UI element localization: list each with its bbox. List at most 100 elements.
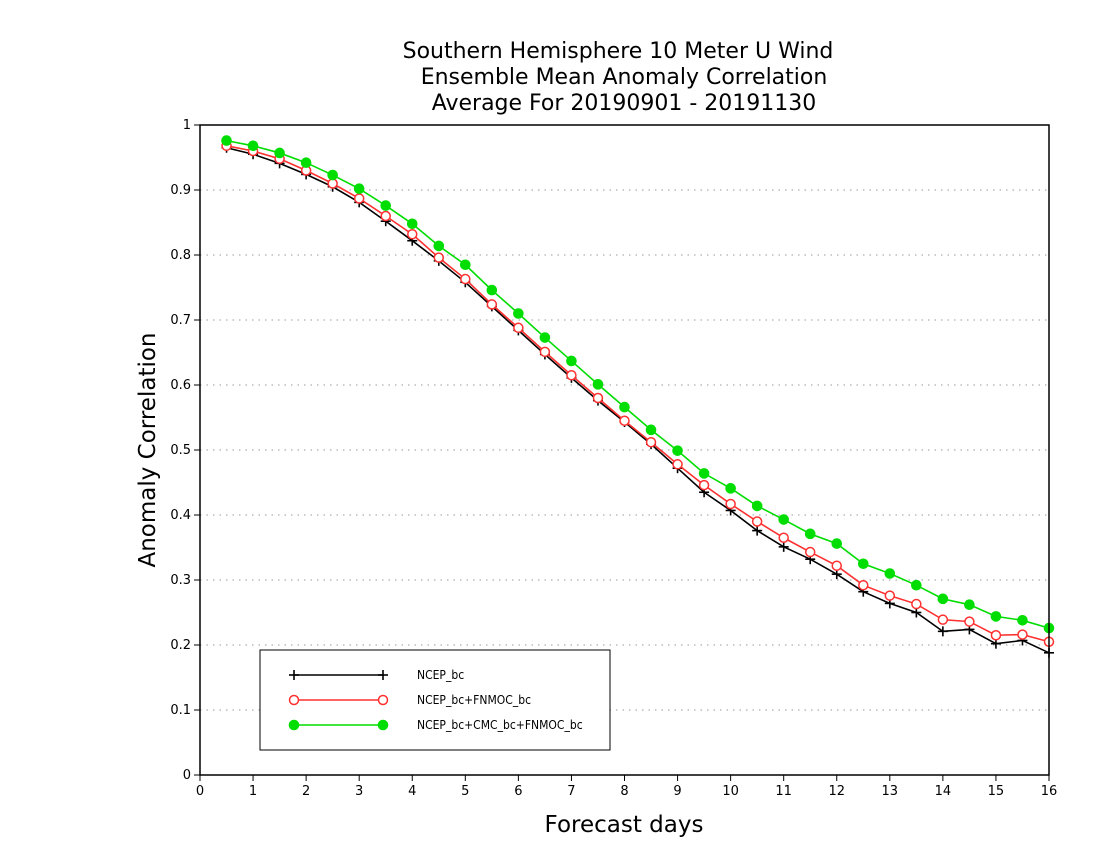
data-point bbox=[884, 590, 896, 601]
data-point bbox=[433, 240, 445, 252]
data-point bbox=[353, 193, 365, 204]
data-point bbox=[778, 532, 789, 543]
x-axis-label: Forecast days bbox=[545, 812, 704, 838]
data-point bbox=[460, 259, 471, 271]
data-point bbox=[380, 200, 392, 211]
y-axis-label: Anomaly Correlation bbox=[135, 332, 161, 567]
data-point bbox=[566, 355, 577, 367]
series-1 bbox=[221, 142, 1054, 658]
chart-title: Southern Hemisphere 10 Meter U Wind Ense… bbox=[403, 39, 834, 116]
data-point bbox=[592, 379, 604, 390]
data-point bbox=[752, 525, 763, 536]
series-layer bbox=[221, 135, 1055, 658]
data-point bbox=[247, 140, 259, 152]
x-tick-label: 10 bbox=[722, 784, 739, 799]
data-point bbox=[990, 630, 1002, 641]
data-point bbox=[327, 169, 338, 181]
y-tick-label: 0 bbox=[183, 768, 191, 783]
legend-entry-1: NCEP_bc bbox=[289, 668, 464, 682]
data-point bbox=[539, 346, 551, 358]
legend-marker bbox=[377, 694, 389, 706]
data-point bbox=[804, 528, 816, 540]
y-tick-label: 0.6 bbox=[170, 378, 191, 393]
legend-marker bbox=[288, 719, 300, 731]
data-point bbox=[353, 183, 365, 194]
data-point bbox=[566, 370, 577, 381]
x-tick-label: 16 bbox=[1041, 784, 1058, 799]
series-line bbox=[226, 145, 1050, 643]
data-point bbox=[592, 392, 604, 404]
x-tick-label: 7 bbox=[567, 784, 575, 799]
data-point bbox=[778, 514, 789, 525]
data-point bbox=[990, 611, 1002, 622]
data-point bbox=[486, 299, 498, 310]
data-point bbox=[1017, 615, 1028, 626]
data-point bbox=[513, 308, 524, 319]
legend-label: NCEP_bc bbox=[417, 668, 464, 682]
data-point bbox=[725, 498, 736, 510]
data-point bbox=[619, 415, 630, 426]
x-tick-label: 13 bbox=[882, 784, 899, 799]
legend-label: NCEP_bc+FNMOC_bc bbox=[417, 693, 531, 707]
x-tick-label: 15 bbox=[988, 784, 1005, 799]
y-tick-label: 0.8 bbox=[170, 248, 191, 263]
x-tick-label: 12 bbox=[828, 784, 845, 799]
data-point bbox=[858, 579, 869, 591]
data-point bbox=[406, 218, 418, 230]
data-point bbox=[831, 560, 842, 571]
x-tick-label: 5 bbox=[461, 784, 469, 799]
data-point bbox=[221, 135, 232, 146]
legend-entry-3: NCEP_bc+CMC_bc+FNMOC_bc bbox=[288, 718, 583, 732]
data-point bbox=[300, 157, 312, 168]
y-tick-label: 1 bbox=[183, 118, 191, 133]
x-tick-label: 14 bbox=[935, 784, 952, 799]
x-tick-label: 8 bbox=[620, 784, 628, 799]
legend-marker bbox=[377, 719, 389, 731]
x-axis: 0 1 2 3 4 5 6 7 8 9 10 11 12 13 14 15 16 bbox=[196, 775, 1057, 799]
data-point bbox=[964, 599, 975, 611]
series-line bbox=[226, 146, 1050, 654]
legend-marker bbox=[378, 670, 388, 680]
chart-title-line-3: Average For 20190901 - 20191130 bbox=[432, 91, 817, 116]
data-point bbox=[513, 322, 524, 334]
data-point bbox=[645, 436, 657, 448]
data-point bbox=[884, 568, 896, 579]
y-tick-label: 0.7 bbox=[170, 313, 191, 328]
legend: NCEP_bc NCEP_bc+FNMOC_bc NCEP_bc+CMC_bc+FN… bbox=[259, 649, 611, 751]
data-point bbox=[1017, 629, 1028, 640]
x-tick-label: 6 bbox=[514, 784, 522, 799]
data-point bbox=[857, 558, 869, 570]
y-axis: 0 0.1 0.2 0.3 0.4 0.5 0.6 0.7 0.8 0.9 1 bbox=[170, 118, 200, 783]
chart-title-line-1: Southern Hemisphere 10 Meter U Wind bbox=[403, 39, 834, 64]
legend-label: NCEP_bc+CMC_bc+FNMOC_bc bbox=[417, 718, 583, 732]
data-point bbox=[804, 546, 816, 558]
grid-lines bbox=[200, 189, 1049, 711]
data-point bbox=[486, 284, 498, 296]
data-point bbox=[407, 228, 418, 240]
y-tick-label: 0.3 bbox=[170, 573, 191, 588]
data-point bbox=[964, 616, 975, 627]
data-point bbox=[751, 500, 763, 512]
data-point bbox=[831, 538, 843, 549]
data-point bbox=[937, 614, 949, 625]
data-point bbox=[698, 479, 710, 491]
data-point bbox=[911, 579, 922, 591]
data-point bbox=[619, 401, 630, 413]
data-point bbox=[380, 210, 391, 222]
data-point bbox=[937, 626, 948, 637]
x-tick-label: 4 bbox=[408, 784, 416, 799]
x-tick-label: 1 bbox=[249, 784, 257, 799]
data-point bbox=[937, 593, 949, 605]
series-2 bbox=[221, 140, 1055, 647]
data-point bbox=[751, 516, 763, 527]
x-tick-label: 0 bbox=[196, 784, 204, 799]
x-tick-label: 9 bbox=[673, 784, 681, 799]
y-tick-label: 0.1 bbox=[170, 703, 191, 718]
series-3 bbox=[221, 135, 1055, 634]
data-point bbox=[672, 459, 683, 470]
data-point bbox=[433, 252, 445, 263]
legend-entry-2: NCEP_bc+FNMOC_bc bbox=[288, 693, 531, 707]
data-point bbox=[327, 178, 338, 189]
legend-marker bbox=[288, 694, 300, 706]
